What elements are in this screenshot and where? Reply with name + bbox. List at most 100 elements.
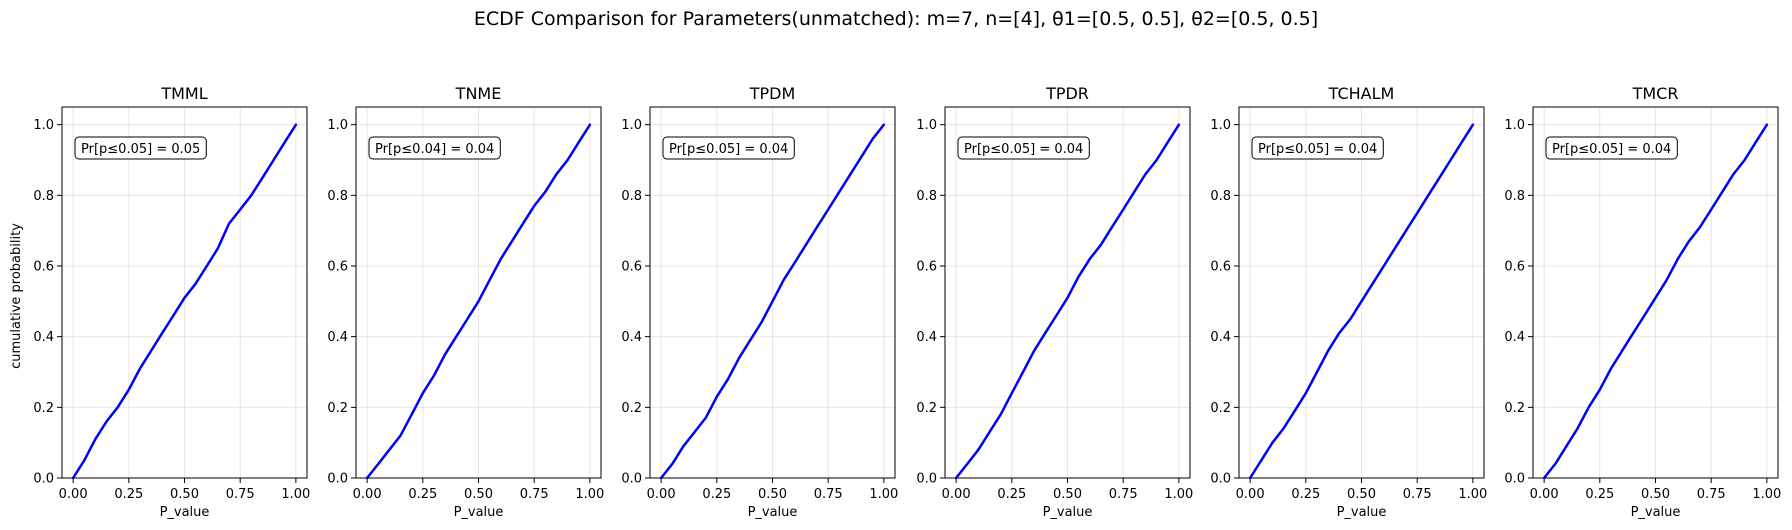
y-tick-label: 0.6 — [33, 260, 54, 275]
x-tick-label: 1.00 — [575, 487, 604, 502]
axes-frame — [649, 106, 896, 479]
y-tick-label: 0.2 — [33, 401, 54, 416]
y-tick-label: 0.0 — [916, 472, 937, 487]
x-tick-label: 0.00 — [1530, 487, 1559, 502]
x-tick-label: 0.50 — [1347, 487, 1376, 502]
panels-group: 0.00 0.25 0.50 0.75 1.00 0.0 0.2 0.4 0.6 0.8 1.0 TM… — [33, 84, 1781, 520]
y-tick-label: 1.0 — [621, 118, 642, 133]
panel-title: TPDM — [749, 84, 796, 103]
x-tick-label: 1.00 — [281, 487, 310, 502]
annotation-text: Pr[p≤0.05] = 0.05 — [81, 142, 200, 157]
y-tick-label: 0.4 — [621, 330, 642, 345]
panel-title: TPDR — [1045, 84, 1089, 103]
x-axis-label: P_value — [1631, 505, 1681, 520]
annotation: Pr[p≤0.05] = 0.04 — [1251, 136, 1384, 160]
panel-title: TMCR — [1632, 84, 1679, 103]
ecdf-line-tpdm — [659, 123, 886, 480]
x-axis-label: P_value — [1043, 505, 1093, 520]
annotation-text: Pr[p≤0.05] = 0.04 — [964, 142, 1083, 157]
y-tick-label: 0.0 — [621, 472, 642, 487]
axes-frame — [944, 106, 1191, 479]
y-tick-label: 0.0 — [1504, 472, 1525, 487]
y-tick-label: 0.2 — [621, 401, 642, 416]
y-tick-label: 0.4 — [1210, 330, 1231, 345]
y-tick-label: 0.4 — [33, 330, 54, 345]
annotation: Pr[p≤0.05] = 0.05 — [74, 136, 207, 160]
annotation-box — [957, 136, 1090, 160]
y-tick-label: 1.0 — [1504, 118, 1525, 133]
x-tick-label: 0.25 — [1585, 487, 1614, 502]
y-tick-label: 1.0 — [1210, 118, 1231, 133]
y-tick-label: 0.6 — [1210, 260, 1231, 275]
x-tick-label: 1.00 — [1458, 487, 1487, 502]
x-tick-label: 0.25 — [702, 487, 731, 502]
y-tick-label: 0.8 — [33, 189, 54, 204]
figure-title: ECDF Comparison for Parameters(unmatched… — [474, 8, 1318, 30]
x-tick-label: 0.75 — [226, 487, 255, 502]
ecdf-line-tpdr — [954, 123, 1181, 480]
x-axis-label: P_value — [748, 505, 798, 520]
panel-1: 0.00 0.25 0.50 0.75 1.00 0.0 0.2 0.4 0.6 0.8 1.0 TN… — [327, 84, 604, 520]
x-tick-label: 0.00 — [647, 487, 676, 502]
annotation: Pr[p≤0.04] = 0.04 — [368, 136, 501, 160]
x-axis-label: P_value — [454, 505, 504, 520]
panel-3: 0.00 0.25 0.50 0.75 1.00 0.0 0.2 0.4 0.6 0.8 1.0 TP… — [916, 84, 1193, 520]
y-tick-label: 0.6 — [327, 260, 348, 275]
y-tick-label: 0.0 — [327, 472, 348, 487]
y-tick-label: 0.8 — [916, 189, 937, 204]
x-tick-label: 0.75 — [520, 487, 549, 502]
x-tick-label: 0.00 — [59, 487, 88, 502]
y-tick-label: 0.6 — [916, 260, 937, 275]
y-tick-label: 0.4 — [1504, 330, 1525, 345]
y-tick-label: 0.2 — [327, 401, 348, 416]
ecdf-line-tmml — [71, 123, 298, 480]
x-tick-label: 1.00 — [1164, 487, 1193, 502]
x-tick-label: 0.25 — [997, 487, 1026, 502]
x-tick-label: 0.25 — [1291, 487, 1320, 502]
annotation-text: Pr[p≤0.04] = 0.04 — [375, 142, 494, 157]
annotation-box — [1545, 136, 1678, 160]
annotation-box — [74, 136, 207, 160]
y-tick-label: 0.8 — [327, 189, 348, 204]
x-axis-label: P_value — [160, 505, 210, 520]
x-tick-label: 0.25 — [408, 487, 437, 502]
panel-2: 0.00 0.25 0.50 0.75 1.00 0.0 0.2 0.4 0.6 0.8 1.0 TP… — [621, 84, 898, 520]
x-tick-label: 0.50 — [758, 487, 787, 502]
y-tick-label: 1.0 — [327, 118, 348, 133]
y-tick-label: 0.4 — [327, 330, 348, 345]
axes-frame — [61, 106, 308, 479]
y-tick-label: 0.6 — [621, 260, 642, 275]
annotation: Pr[p≤0.05] = 0.04 — [662, 136, 795, 160]
x-tick-label: 0.25 — [114, 487, 143, 502]
axes-frame — [355, 106, 602, 479]
y-tick-label: 0.2 — [1210, 401, 1231, 416]
annotation-box — [1251, 136, 1384, 160]
ecdf-line-tnme — [365, 123, 592, 480]
y-tick-label: 1.0 — [33, 118, 54, 133]
axes-frame — [1532, 106, 1779, 479]
y-tick-label: 0.0 — [33, 472, 54, 487]
y-tick-label: 0.8 — [1210, 189, 1231, 204]
annotation-text: Pr[p≤0.05] = 0.04 — [669, 142, 788, 157]
x-tick-label: 0.50 — [464, 487, 493, 502]
x-tick-label: 0.75 — [1697, 487, 1726, 502]
axes-frame — [1238, 106, 1485, 479]
x-tick-label: 0.75 — [1109, 487, 1138, 502]
panel-0: 0.00 0.25 0.50 0.75 1.00 0.0 0.2 0.4 0.6 0.8 1.0 TM… — [33, 84, 310, 520]
y-tick-label: 0.6 — [1504, 260, 1525, 275]
panel-5: 0.00 0.25 0.50 0.75 1.00 0.0 0.2 0.4 0.6 0.8 1.0 TM… — [1504, 84, 1781, 520]
annotation: Pr[p≤0.05] = 0.04 — [957, 136, 1090, 160]
x-tick-label: 0.00 — [1236, 487, 1265, 502]
panel-title: TNME — [455, 84, 502, 103]
y-tick-label: 0.0 — [1210, 472, 1231, 487]
x-axis-label: P_value — [1337, 505, 1387, 520]
y-tick-label: 1.0 — [916, 118, 937, 133]
x-tick-label: 0.75 — [814, 487, 843, 502]
y-tick-label: 0.8 — [1504, 189, 1525, 204]
panel-4: 0.00 0.25 0.50 0.75 1.00 0.0 0.2 0.4 0.6 0.8 1.0 TC… — [1210, 84, 1487, 520]
ecdf-line-tchalm — [1248, 123, 1475, 480]
annotation-text: Pr[p≤0.05] = 0.04 — [1258, 142, 1377, 157]
annotation-box — [368, 136, 501, 160]
x-tick-label: 0.75 — [1403, 487, 1432, 502]
y-tick-label: 0.2 — [1504, 401, 1525, 416]
